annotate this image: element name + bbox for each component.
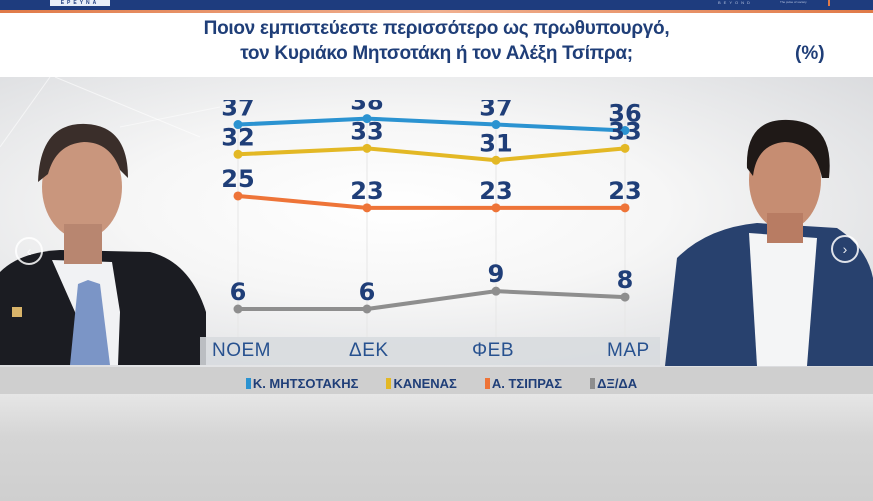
- data-point: [233, 120, 243, 130]
- data-point: [362, 114, 372, 124]
- bottom-background: [0, 394, 873, 501]
- data-point: [491, 120, 501, 130]
- series-line-1: [236, 146, 627, 163]
- data-point: [362, 203, 372, 213]
- brand-name: BEYOND: [718, 0, 753, 5]
- line-chart: 37 38 37 36 32 33 31 33 25 23 23 23 6 6 9 8: [221, 100, 642, 337]
- data-point: [233, 149, 243, 159]
- portrait-mitsotakis: [0, 112, 206, 365]
- data-label: 8: [617, 266, 634, 294]
- chevron-left-icon: ‹: [26, 243, 32, 259]
- data-label: 32: [221, 123, 254, 151]
- legend-swatch-yellow: [386, 377, 392, 389]
- legend-dont-know: ΔΞ/ΔΑ: [590, 372, 637, 394]
- title-line-2: τον Κυριάκο Μητσοτάκη ή τον Αλέξη Τσίπρα…: [240, 43, 633, 64]
- data-label: 9: [488, 260, 505, 288]
- data-point: [362, 304, 372, 314]
- data-point: [620, 292, 630, 302]
- carousel-prev-button[interactable]: ‹: [15, 237, 43, 265]
- data-point: [491, 286, 501, 296]
- title-area: [0, 13, 873, 77]
- x-tick-dec: ΔΕΚ: [349, 340, 389, 361]
- legend-tsipras: Α. ΤΣΙΠΡΑΣ: [484, 372, 562, 394]
- data-label: 6: [359, 278, 376, 306]
- data-label: 38: [350, 100, 383, 116]
- data-point: [233, 304, 243, 314]
- series-line-0: [236, 116, 627, 133]
- data-point: [362, 143, 372, 153]
- background-lines: [0, 77, 221, 148]
- chart-legend: Κ. ΜΗΤΣΟΤΑΚΗΣ ΚΑΝΕΝΑΣ Α. ΤΣΙΠΡΑΣ ΔΞ/ΔΑ: [0, 372, 873, 394]
- data-label: 25: [221, 165, 254, 193]
- data-label: 33: [608, 117, 641, 145]
- brand-accent: [828, 0, 830, 6]
- x-tick-feb: ΦΕΒ: [472, 340, 515, 361]
- title-line-1: Ποιον εμπιστεύεστε περισσότερο ως πρωθυπ…: [203, 18, 670, 39]
- legend-mitsotakis: Κ. ΜΗΤΣΟΤΑΚΗΣ: [245, 372, 358, 394]
- legend-none: ΚΑΝΕΝΑΣ: [386, 372, 457, 394]
- series-line-2: [236, 193, 627, 210]
- data-point: [491, 155, 501, 165]
- x-axis-band: [200, 337, 660, 365]
- data-label: 37: [221, 100, 254, 122]
- logo: ΕΡΕΥΝΑ: [50, 0, 110, 6]
- series-line-3: [236, 289, 627, 311]
- chevron-right-icon: ›: [842, 241, 848, 257]
- unit-label: (%): [795, 43, 825, 64]
- data-label: 33: [350, 117, 383, 145]
- legend-swatch-orange: [484, 377, 490, 389]
- x-tick-mar: ΜΑΡ: [607, 340, 650, 361]
- banner-accent-line: [0, 10, 873, 13]
- data-point: [620, 203, 630, 213]
- x-tick-nov: ΝΟΕΜ: [212, 340, 271, 361]
- data-label: 37: [479, 100, 512, 122]
- chart-title: Ποιον εμπιστεύεστε περισσότερο ως πρωθυπ…: [0, 16, 873, 66]
- carousel-next-button[interactable]: ›: [831, 235, 859, 263]
- data-point: [491, 203, 501, 213]
- data-label: 31: [479, 129, 512, 157]
- data-label: 36: [608, 100, 641, 128]
- data-point: [620, 126, 630, 135]
- data-point: [620, 143, 630, 153]
- data-label: 23: [350, 177, 383, 205]
- data-label: 6: [230, 278, 247, 306]
- data-point: [233, 191, 243, 201]
- legend-swatch-blue: [245, 377, 251, 389]
- brand-tagline: The pulse of society: [780, 0, 807, 4]
- portrait-tsipras: [657, 118, 873, 366]
- data-label: 23: [479, 177, 512, 205]
- data-label: 23: [608, 177, 641, 205]
- top-banner: [0, 0, 873, 10]
- legend-swatch-gray: [590, 377, 596, 389]
